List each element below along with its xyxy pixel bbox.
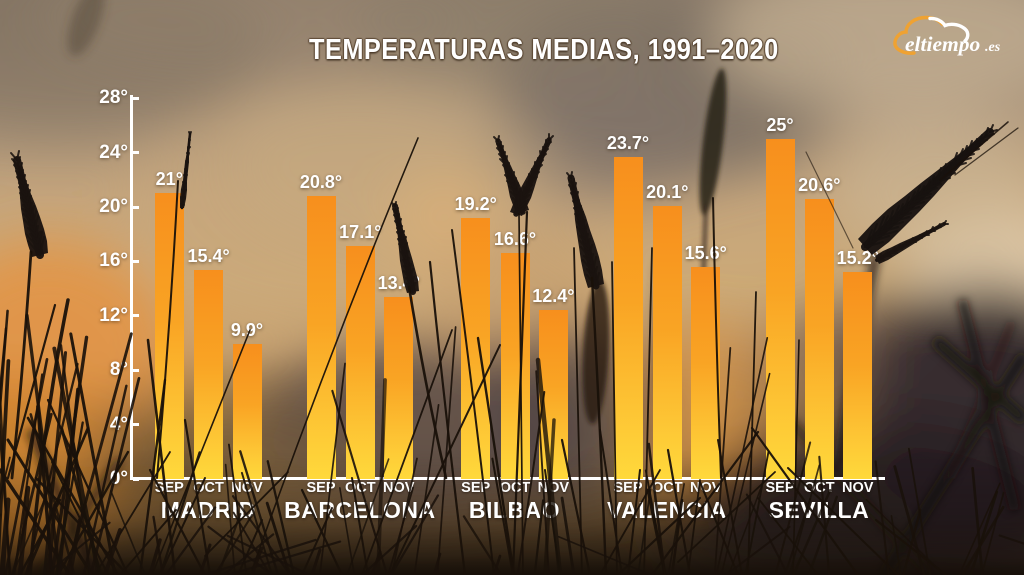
svg-text:.es: .es xyxy=(985,40,1001,55)
svg-text:eltiempo: eltiempo xyxy=(905,32,980,56)
